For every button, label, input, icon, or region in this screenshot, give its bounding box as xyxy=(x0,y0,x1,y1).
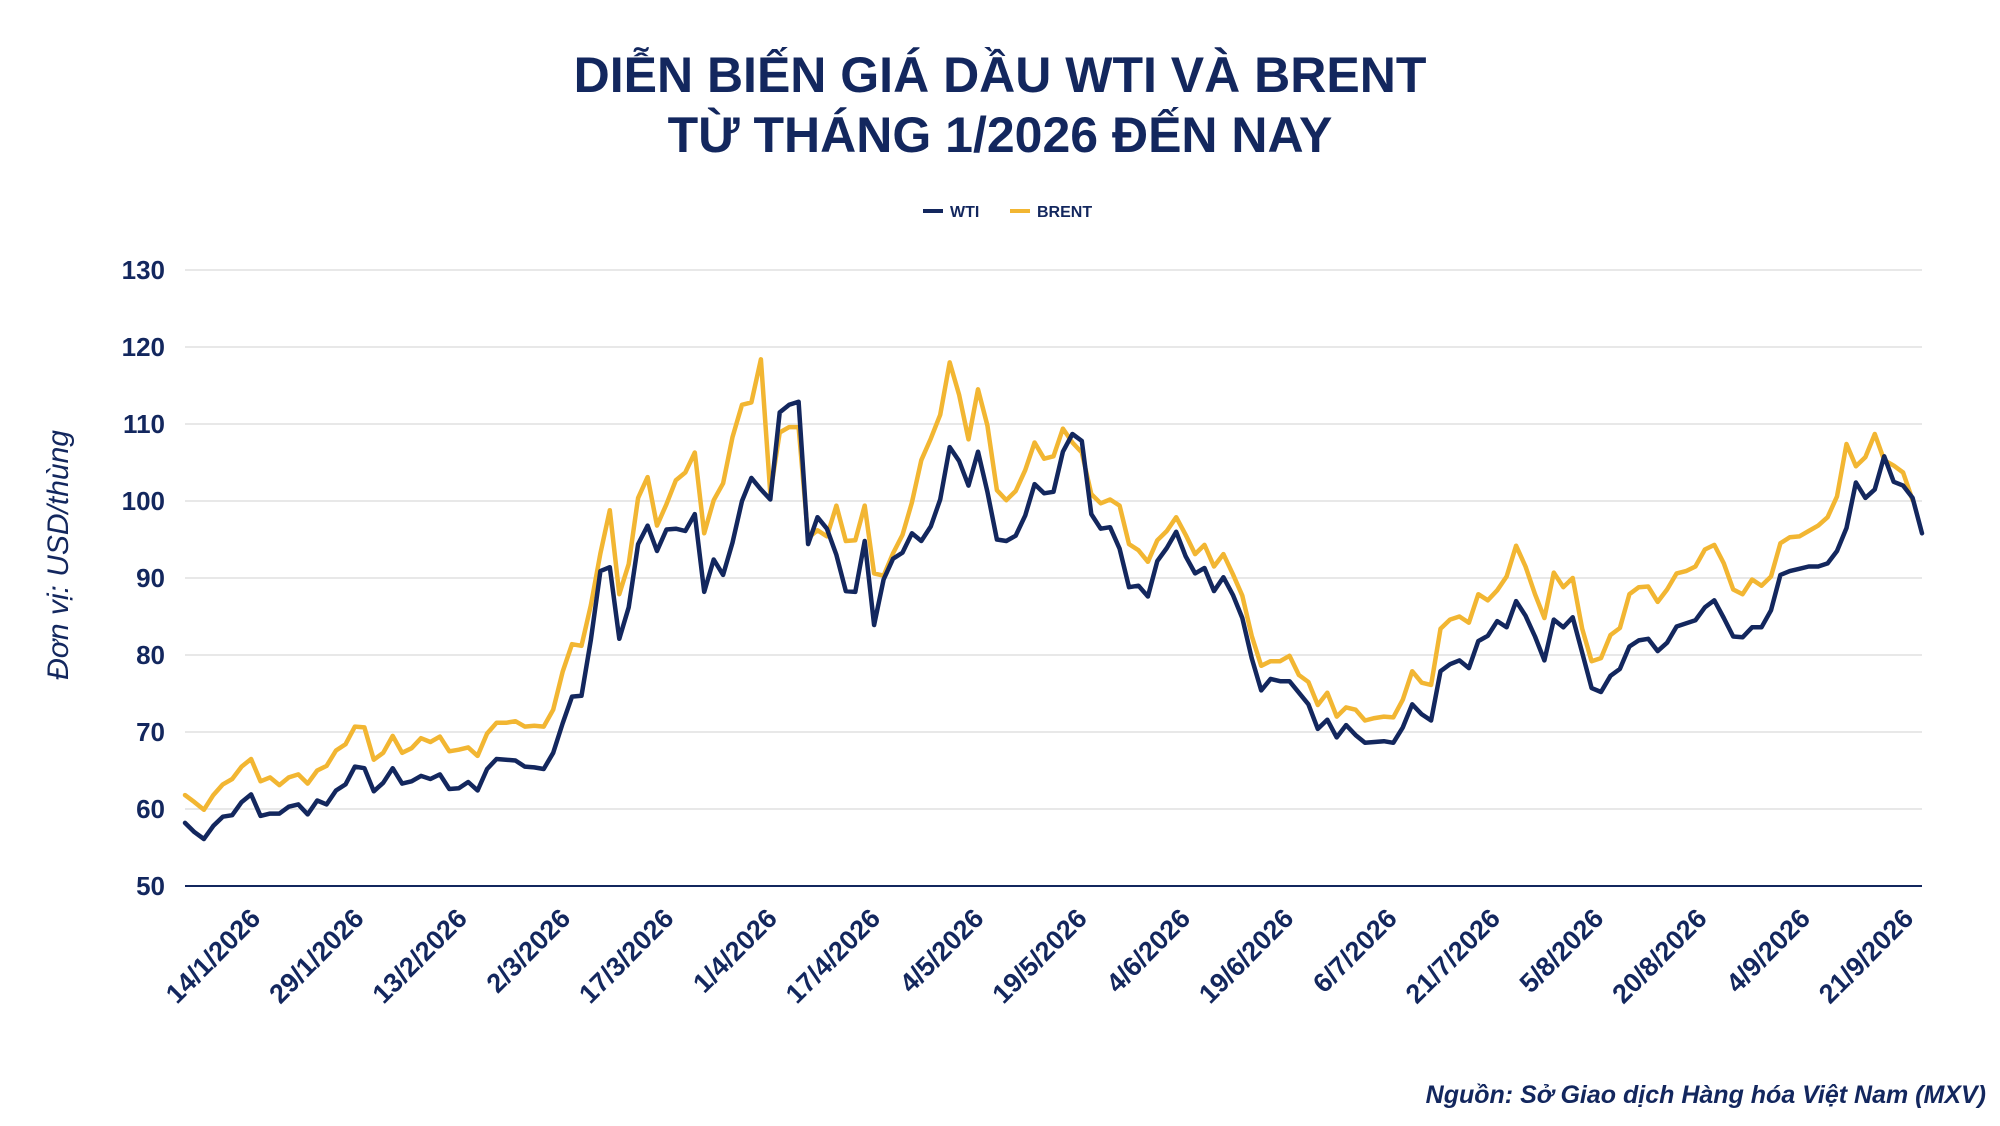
y-tick-label: 120 xyxy=(122,332,165,362)
y-axis-ticks: 50 60 70 80 90 100 110 120 130 xyxy=(122,255,165,901)
y-tick-label: 110 xyxy=(123,409,165,439)
gridlines xyxy=(185,269,1922,887)
chart-title-line-1: DIỄN BIẾN GIÁ DẦU WTI VÀ BRENT xyxy=(574,47,1427,103)
x-tick-label: 4/9/2026 xyxy=(1720,903,1816,999)
x-tick-label: 1/4/2026 xyxy=(687,903,783,999)
y-tick-label: 90 xyxy=(136,563,165,593)
x-tick-label: 2/3/2026 xyxy=(481,903,577,999)
legend: WTI BRENT xyxy=(923,204,1092,221)
x-tick-label: 21/7/2026 xyxy=(1400,903,1506,1009)
x-tick-label: 13/2/2026 xyxy=(367,903,473,1009)
y-tick-label: 80 xyxy=(136,640,165,670)
y-tick-label: 60 xyxy=(136,794,165,824)
source-note: Nguồn: Sở Giao dịch Hàng hóa Việt Nam (M… xyxy=(1426,1081,1986,1109)
x-tick-label: 4/5/2026 xyxy=(894,903,990,999)
series-lines xyxy=(182,357,1925,842)
y-axis-label: Đơn vị: USD/thùng xyxy=(42,430,75,680)
y-tick-label: 70 xyxy=(136,717,165,747)
x-tick-label: 19/5/2026 xyxy=(987,903,1093,1009)
x-tick-label: 21/9/2026 xyxy=(1813,903,1919,1009)
y-tick-label: 100 xyxy=(122,486,165,516)
y-tick-label: 130 xyxy=(122,255,165,285)
series-line-wti xyxy=(182,399,1925,842)
x-tick-label: 6/7/2026 xyxy=(1307,903,1403,999)
x-tick-label: 19/6/2026 xyxy=(1193,903,1299,1009)
series-line-brent xyxy=(182,357,1915,813)
legend-label-brent: BRENT xyxy=(1037,204,1092,221)
y-tick-label: 50 xyxy=(136,871,165,901)
chart-title-line-2: TỪ THÁNG 1/2026 ĐẾN NAY xyxy=(668,107,1333,163)
x-tick-label: 17/4/2026 xyxy=(780,903,886,1009)
x-tick-label: 20/8/2026 xyxy=(1606,903,1712,1009)
x-tick-label: 17/3/2026 xyxy=(573,903,679,1009)
x-tick-label: 5/8/2026 xyxy=(1514,903,1610,999)
x-tick-label: 14/1/2026 xyxy=(160,903,266,1009)
x-tick-label: 29/1/2026 xyxy=(263,903,369,1009)
x-tick-label: 4/6/2026 xyxy=(1101,903,1197,999)
legend-label-wti: WTI xyxy=(950,204,979,221)
